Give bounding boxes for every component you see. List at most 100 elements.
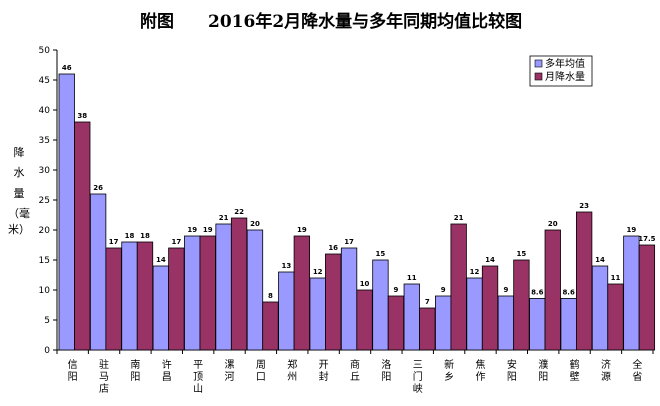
data-label: 9 [503,286,508,294]
bars [58,73,656,351]
y-tick-label: 40 [39,106,51,116]
category-label: 周口 [256,359,266,383]
category-label: 许昌 [162,359,172,383]
data-label: 14 [156,256,166,264]
data-label: 15 [517,250,527,258]
category-label: 新乡 [444,358,454,383]
y-tick-label: 35 [39,136,50,146]
category-label: 商丘 [350,358,360,383]
bar-average [340,247,358,351]
bar-monthly [481,265,499,351]
data-label: 38 [77,112,87,120]
category-label: 漯河 [225,359,235,383]
data-label: 23 [579,202,589,210]
bar-monthly [356,289,373,351]
bar-monthly [450,223,467,351]
bar-monthly [575,211,593,351]
category-label: 平顶山 [193,360,203,395]
bar-average [215,223,232,351]
bar-average [591,265,609,351]
data-label: 22 [234,208,244,216]
data-label: 21 [219,214,229,222]
data-label: 46 [62,64,72,72]
data-label: 15 [376,250,386,258]
data-label: 20 [250,220,260,228]
category-label: 济源 [601,358,611,383]
y-axis-label-char: 量 [14,187,25,200]
data-label: 11 [407,274,417,282]
category-label: 开封 [319,360,329,383]
bar-average [623,235,640,351]
data-label: 14 [595,256,605,264]
data-label: 19 [627,226,637,234]
bar-average [529,297,546,351]
data-label: 17 [109,238,119,246]
data-label: 12 [470,268,480,276]
data-label: 8.6 [562,288,575,296]
bar-average [560,297,577,351]
category-label: 焦作 [475,358,485,383]
bar-monthly [419,307,436,351]
y-axis-label-char: 米） [8,223,30,236]
bar-monthly [607,283,624,351]
bar-average [58,73,75,351]
category-label: 三门峡 [413,360,423,395]
data-label: 11 [611,274,621,282]
legend-label: 月降水量 [545,70,585,83]
bar-average [435,295,452,351]
bar-average [403,283,420,351]
data-label: 17 [171,238,181,246]
y-tick-label: 15 [39,256,50,266]
bar-average [497,295,515,351]
data-label: 16 [328,244,338,252]
bar-monthly [230,217,248,351]
data-label: 21 [454,214,464,222]
category-label: 濮阳 [538,358,548,383]
legend-swatch [534,72,543,81]
y-axis-label-char: 水 [14,166,25,179]
bar-monthly [638,244,656,351]
bar-monthly [136,241,154,351]
data-label: 17 [344,238,354,246]
data-label: 12 [313,268,323,276]
data-label: 19 [203,226,213,234]
bar-monthly [293,235,310,351]
data-label: 8.6 [531,288,544,296]
category-label: 洛阳 [381,358,391,383]
legend-swatch [534,59,543,68]
y-tick-label: 45 [39,76,50,86]
data-labels: 46 38 26 17 18 18 14 17 19 19 21 22 20 8 13 19 12 16 17 10 1… [62,64,656,306]
data-label: 18 [125,232,135,240]
y-tick-label: 30 [39,166,51,176]
bar-average [184,235,201,351]
chart-title: 2016年2月降水量与多年同期均值比较图 [208,11,522,32]
category-label: 信阳 [68,359,78,383]
bar-average [121,241,138,351]
chart-title-prefix: 附图 [140,11,174,32]
category-label: 全省 [632,358,642,383]
y-axis-label: 降水量 （毫米） [8,145,30,236]
category-label: 南阳 [130,358,140,383]
bar-monthly [168,247,185,351]
data-label: 7 [425,298,430,306]
bar-monthly [74,121,91,351]
legend-label: 多年均值 [545,57,585,70]
y-tick-label: 0 [44,346,50,356]
data-label: 10 [360,280,370,288]
data-label: 13 [281,262,291,270]
category-label: 安阳 [507,358,517,383]
y-tick-label: 10 [39,286,51,296]
data-label: 9 [393,286,398,294]
bar-average [372,259,389,351]
bar-average [466,277,483,351]
data-label: 17.5 [638,235,655,243]
bar-monthly [262,301,279,351]
bar-average [278,271,295,351]
bar-monthly [199,235,216,351]
category-label: 驻马店 [99,358,109,395]
y-tick-label: 20 [39,226,51,236]
bar-average [89,193,107,351]
